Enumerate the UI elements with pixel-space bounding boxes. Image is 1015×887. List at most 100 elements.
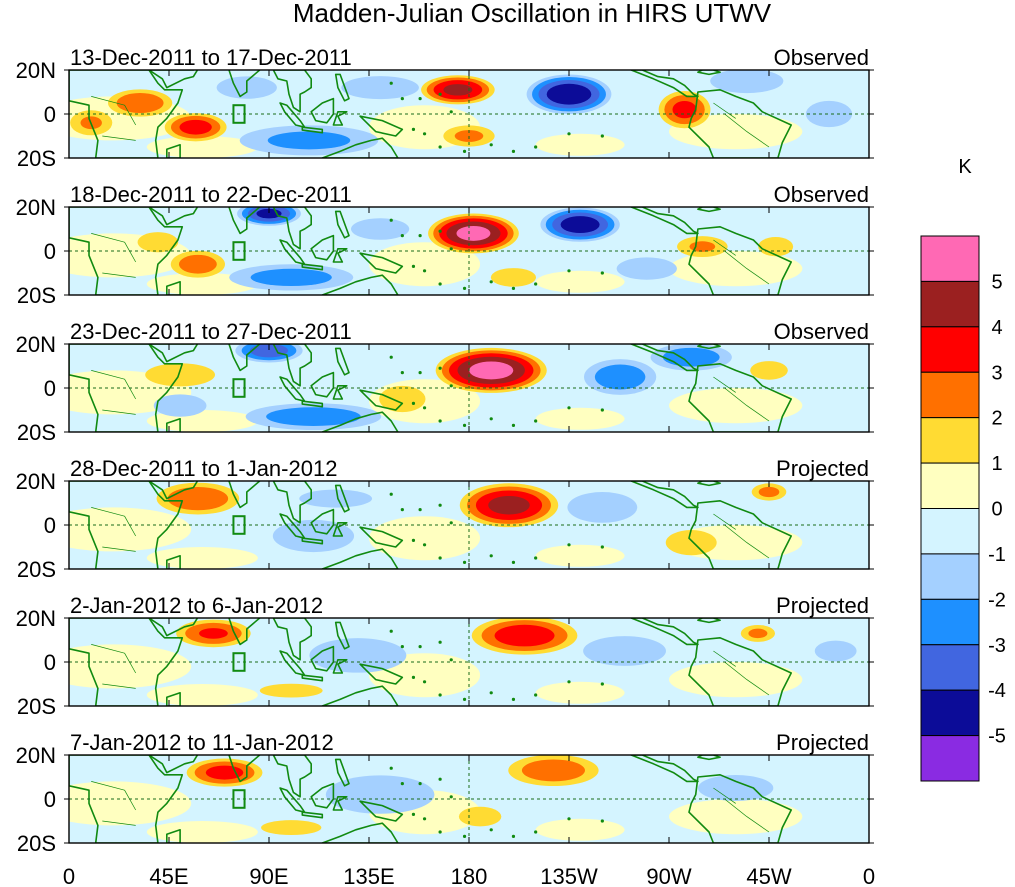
country-border: [91, 370, 137, 400]
coastline: [630, 481, 699, 509]
weak-positive-patch: [146, 821, 258, 843]
positive-anomaly-level: [178, 254, 217, 274]
coastline: [69, 344, 184, 432]
colorbar-tick-label: -5: [988, 726, 1006, 748]
weak-positive-patch: [535, 681, 625, 704]
colorbar-bin: [920, 553, 980, 600]
y-tick-label: 20N: [16, 743, 56, 768]
coastlines: [69, 70, 793, 158]
island: [389, 492, 393, 496]
weak-positive-patch: [535, 133, 625, 156]
panel-period-label: 2-Jan-2012 to 6-Jan-2012: [70, 593, 323, 618]
positive-anomaly-level: [259, 683, 323, 698]
island: [534, 419, 538, 423]
y-tick-label: 0: [44, 102, 56, 127]
coastline: [69, 207, 184, 295]
island: [511, 560, 516, 564]
coastline: [359, 252, 404, 274]
positive-anomaly-level: [469, 361, 514, 380]
panel-status-label: Observed: [774, 45, 869, 70]
negative-anomaly-level: [616, 257, 677, 280]
positive-anomaly-level: [748, 628, 768, 639]
island: [462, 697, 467, 701]
coastline: [630, 344, 699, 372]
island: [400, 782, 404, 786]
island: [411, 401, 416, 405]
island: [438, 419, 442, 423]
colorbar-bin: [920, 735, 980, 782]
coastline: [227, 70, 261, 98]
coastline: [301, 126, 324, 134]
island: [449, 795, 453, 799]
negative-anomaly-level: [698, 774, 774, 802]
positive-anomaly-level: [490, 268, 537, 287]
island: [489, 828, 493, 832]
country-border: [724, 250, 770, 285]
y-tick-label: 20N: [16, 469, 56, 494]
island: [449, 110, 453, 114]
country-border: [102, 409, 136, 415]
island: [449, 658, 453, 662]
colorbar-bin: [920, 508, 980, 555]
positive-anomaly-level: [750, 361, 788, 380]
map-panel: 20N 0 20S 2-Jan-2012 to 6-Jan-2012 Projected: [16, 593, 874, 719]
coastline: [630, 70, 699, 98]
island: [567, 680, 571, 684]
coastline: [630, 207, 699, 235]
map-content: [69, 70, 869, 158]
island: [400, 371, 404, 375]
coastline: [334, 484, 350, 513]
island: [449, 521, 453, 525]
coastlines: [69, 481, 793, 569]
panel-period-label: 13-Dec-2011 to 17-Dec-2011: [70, 45, 352, 70]
country-border: [724, 113, 770, 148]
x-tick-label: 0: [863, 864, 875, 887]
colorbar-tick-label: 3: [991, 362, 1002, 384]
coastlines: [69, 207, 793, 295]
positive-anomaly-level: [521, 759, 585, 782]
y-tick-label: 0: [44, 376, 56, 401]
island: [400, 234, 404, 238]
island: [418, 508, 422, 512]
negative-anomaly-level: [341, 76, 419, 100]
colorbar-tick-label: 4: [991, 317, 1002, 339]
island: [449, 247, 453, 251]
colorbar-bin: [920, 235, 980, 282]
coastline: [332, 658, 348, 674]
colorbar-tick-label: -1: [988, 544, 1006, 566]
country-border: [91, 644, 137, 674]
coastline: [359, 800, 404, 822]
country-border: [724, 798, 770, 833]
x-tick-label: 180: [451, 864, 488, 887]
panel-status-label: Projected: [776, 593, 869, 618]
coastline: [688, 362, 793, 432]
map-content: [69, 207, 869, 295]
island: [438, 640, 442, 644]
coastline: [332, 795, 348, 811]
positive-anomaly-level: [443, 84, 473, 96]
positive-anomaly-level: [261, 820, 322, 836]
island: [438, 503, 442, 507]
island: [411, 675, 416, 679]
coastline: [272, 481, 312, 524]
island: [438, 145, 442, 149]
positive-anomaly-level: [665, 529, 717, 556]
country-border: [91, 507, 137, 537]
colorbar-bin: [920, 644, 980, 691]
island: [534, 830, 538, 834]
country-border: [724, 661, 770, 696]
coastline: [697, 344, 721, 350]
coastline: [272, 344, 312, 387]
positive-anomaly-level: [199, 628, 228, 639]
island: [422, 543, 427, 547]
island: [600, 819, 604, 823]
island: [389, 81, 393, 85]
coastline: [334, 621, 350, 650]
coastline: [332, 110, 348, 126]
coastline: [697, 755, 721, 761]
island: [462, 423, 467, 427]
island: [389, 218, 393, 222]
index-box: [232, 104, 246, 124]
positive-anomaly-level: [758, 237, 794, 257]
panel-status-label: Projected: [776, 730, 869, 755]
